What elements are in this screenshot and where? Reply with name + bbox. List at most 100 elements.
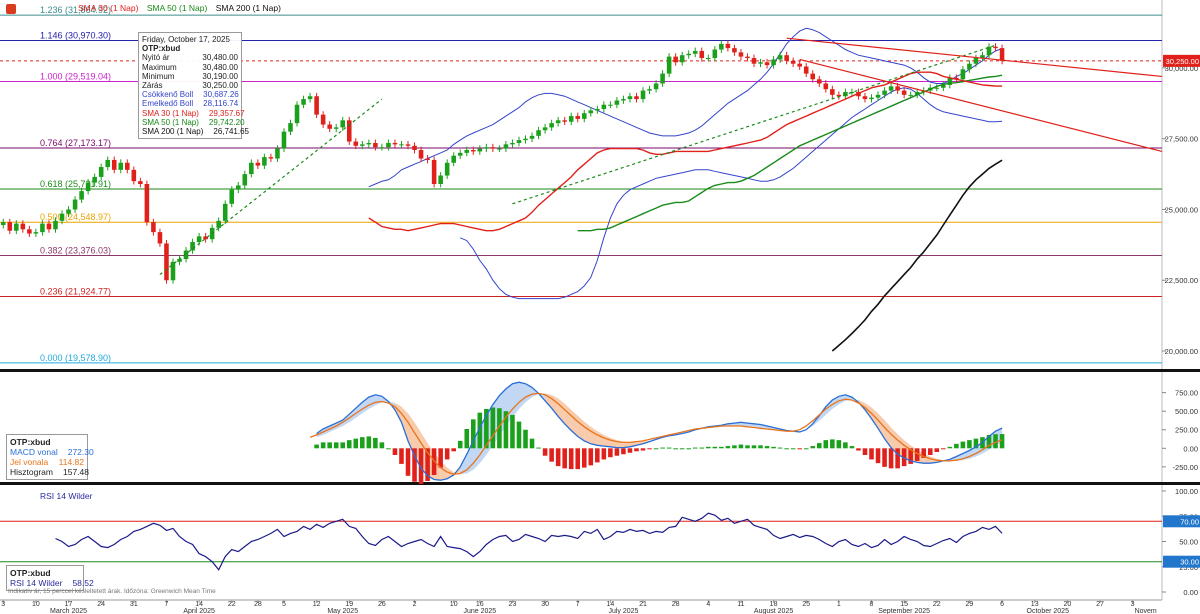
candle-body xyxy=(993,46,998,49)
candle-body xyxy=(249,162,254,175)
macd-histogram-bar xyxy=(869,448,874,460)
candle-body xyxy=(196,236,202,243)
candle-body xyxy=(549,123,554,128)
macd-histogram-bar xyxy=(771,446,776,449)
macd-histogram-bar xyxy=(399,448,404,464)
price-axis-bg xyxy=(1162,0,1200,614)
candle-body xyxy=(875,94,881,98)
macd-line xyxy=(316,381,1003,481)
info-value: 28,116.74 xyxy=(203,99,239,109)
macd-histogram-bar xyxy=(412,448,417,482)
last-price-tag xyxy=(1163,54,1200,67)
candle-body xyxy=(366,142,372,145)
macd-info-value: 114.82 xyxy=(58,457,84,467)
candle-body xyxy=(784,55,789,61)
macd-histogram-bar xyxy=(666,447,672,449)
trendline-uptrend-1 xyxy=(159,98,383,276)
x-month-label: Novem xyxy=(1135,608,1157,614)
x-month-label: June 2025 xyxy=(463,608,496,614)
trendline-support xyxy=(799,58,1163,153)
candle-body xyxy=(719,43,724,50)
macd-histogram-bar xyxy=(614,448,620,456)
macd-histogram-bar xyxy=(849,446,855,449)
info-symbol: OTP:xbud xyxy=(142,44,181,54)
candle-body xyxy=(497,148,502,150)
macd-histogram-bar xyxy=(719,446,724,449)
candle-body xyxy=(986,46,992,56)
x-tick-label: 2 xyxy=(413,601,417,608)
info-value: 30,480.00 xyxy=(202,62,238,72)
candle-body xyxy=(268,157,274,159)
fib-level-label: 0.618 (25,721.91) xyxy=(40,179,111,189)
candle-body xyxy=(471,150,476,152)
info-row: Maximum 30,480.00 xyxy=(142,63,238,72)
candle-body xyxy=(914,92,920,95)
macd-info-row: Hisztogram 157.48 xyxy=(10,467,89,477)
macd-histogram-bar xyxy=(777,447,783,449)
fib-level-label: 0.764 (27,173.17) xyxy=(40,138,111,148)
macd-histogram-bar xyxy=(640,448,646,451)
macd-histogram-bar xyxy=(333,442,339,449)
panel-separator xyxy=(0,369,1200,372)
macd-histogram-bar xyxy=(895,448,900,469)
macd-histogram-bar xyxy=(555,448,561,467)
macd-histogram-bar xyxy=(745,445,750,449)
x-tick-label: 24 xyxy=(97,601,105,608)
info-label: Csökkenő Boll xyxy=(142,90,194,100)
candle-body xyxy=(967,63,972,70)
rsi-level-tag xyxy=(1163,555,1200,568)
candle-body xyxy=(242,174,248,186)
macd-fill-segment xyxy=(525,383,533,403)
x-tick-label: 15 xyxy=(900,601,908,608)
macd-histogram-bar xyxy=(660,447,665,449)
macd-histogram-bar xyxy=(673,448,678,450)
candle-body xyxy=(973,58,979,64)
candle-body xyxy=(418,150,424,159)
macd-histogram-bar xyxy=(823,440,829,449)
candle-body xyxy=(138,181,143,184)
macd-histogram-bar xyxy=(888,448,894,469)
x-tick-label: 29 xyxy=(966,601,974,608)
rsi-info-row: RSI 14 Wilder 58.52 xyxy=(10,578,94,588)
x-tick-label: 5 xyxy=(282,601,286,608)
x-tick-label: 7 xyxy=(576,601,580,608)
macd-histogram-bar xyxy=(477,412,483,449)
info-label: Nyitó ár xyxy=(142,53,170,63)
candle-body xyxy=(40,223,45,233)
macd-histogram-bar xyxy=(536,447,541,449)
candle-body xyxy=(699,50,705,59)
x-month-label: August 2025 xyxy=(754,608,793,614)
macd-info-row: MACD vonal 272.30 xyxy=(10,447,94,457)
candle-body xyxy=(346,120,352,142)
price-tick-label: 25,000.00 xyxy=(1165,205,1198,214)
macd-fill-segment xyxy=(610,437,617,448)
candle-body xyxy=(405,144,411,146)
macd-histogram-bar xyxy=(516,421,522,449)
brand-logo-icon xyxy=(6,4,16,14)
fib-level-label: 0.236 (21,924.77) xyxy=(40,287,111,297)
info-label: Emelkedő Boll xyxy=(142,99,194,109)
macd-fill-segment xyxy=(512,382,519,418)
macd-fill-segment xyxy=(460,454,467,475)
macd-histogram-bar xyxy=(699,447,705,449)
fib-level-label: 0.500 (24,548.97) xyxy=(40,212,111,222)
rsi-info-label: RSI 14 Wilder xyxy=(10,578,63,588)
macd-fill-segment xyxy=(571,409,578,437)
candle-body xyxy=(836,94,842,97)
x-tick-label: 3 xyxy=(1,601,5,608)
candle-body xyxy=(164,243,169,281)
candle-body xyxy=(568,116,574,122)
info-row: Zárás 30,250.00 xyxy=(142,81,238,90)
x-month-label: May 2025 xyxy=(327,608,358,614)
candle-body xyxy=(125,162,130,170)
macd-histogram-bar xyxy=(327,442,332,449)
x-tick-label: 18 xyxy=(770,601,778,608)
x-tick-label: 3 xyxy=(1131,601,1135,608)
macd-histogram-bar xyxy=(373,437,378,449)
candle-body xyxy=(144,184,150,223)
candle-body xyxy=(118,162,124,170)
info-row: Csökkenő Boll 30,687.26 xyxy=(142,90,239,100)
candle-body xyxy=(412,145,417,151)
candle-body xyxy=(764,62,770,66)
macd-histogram-bar xyxy=(790,448,796,450)
